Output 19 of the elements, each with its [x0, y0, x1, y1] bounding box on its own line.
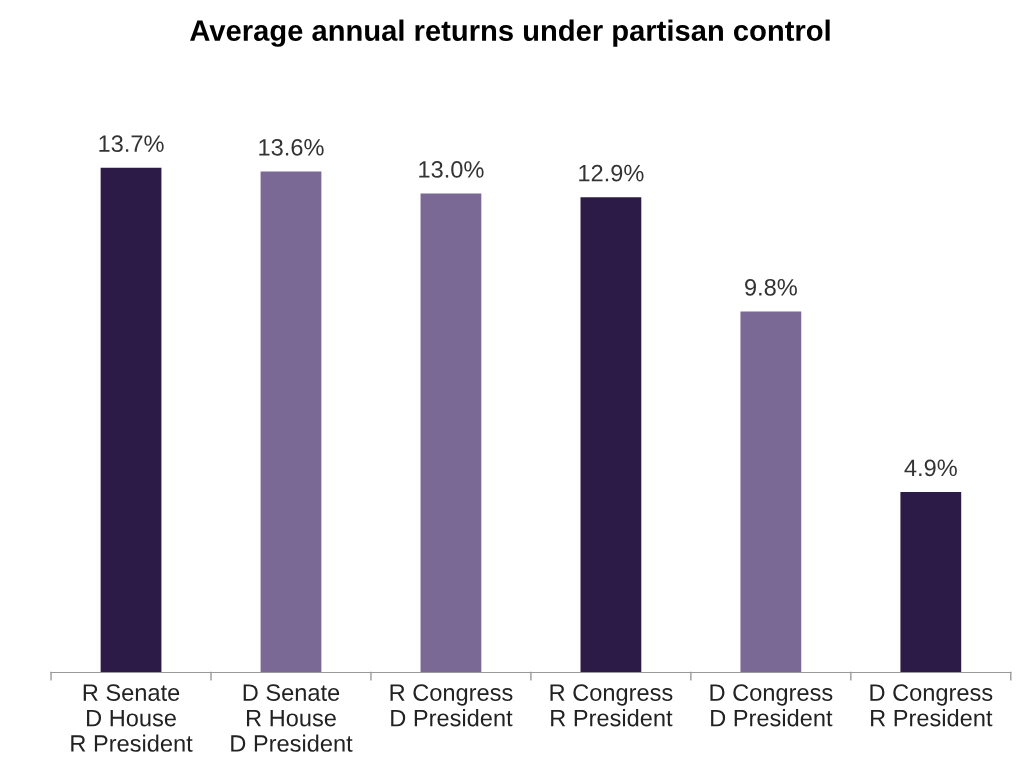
- x-tick-label: D Congress R President: [870, 684, 993, 727]
- data-label: 13.7%: [99, 135, 164, 152]
- bar: [420, 193, 482, 673]
- x-tick-label: D Congress D President: [710, 684, 833, 727]
- data-label: 12.9%: [579, 164, 644, 182]
- bar: [900, 491, 962, 673]
- x-tick-label: R Congress R President: [550, 684, 673, 727]
- bar: [100, 167, 162, 673]
- x-tick-label: D Senate R House D President: [231, 684, 353, 752]
- bar: [740, 311, 802, 673]
- chart-title: Average annual returns under partisan control: [190, 19, 830, 47]
- bar: [260, 171, 322, 673]
- data-label: 4.9%: [904, 459, 957, 477]
- x-tick-label: R Senate D House R President: [71, 684, 193, 752]
- x-tick-label: R Congress D President: [390, 684, 513, 727]
- data-label: 13.0%: [419, 161, 484, 178]
- bar: [580, 197, 642, 673]
- data-label: 9.8%: [745, 278, 797, 296]
- data-label: 13.6%: [259, 138, 324, 156]
